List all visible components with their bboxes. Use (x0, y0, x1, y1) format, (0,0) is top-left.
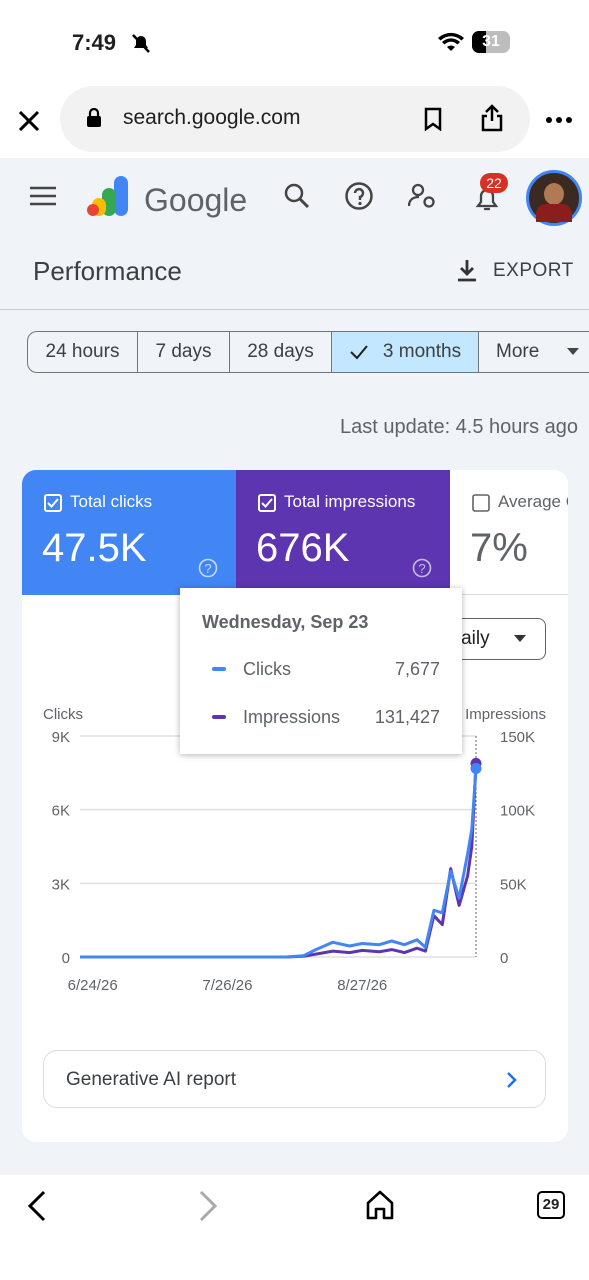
filter-chip[interactable]: 28 days (229, 331, 332, 373)
y-tick-label: 6K (52, 803, 70, 820)
export-icon (458, 260, 476, 282)
mute-icon (132, 34, 150, 53)
browser-toolbar: 29 (0, 1175, 589, 1280)
y-tick-label: 0 (62, 950, 70, 967)
y2-tick-label: 100K (500, 803, 535, 820)
search-button[interactable] (284, 183, 310, 209)
browser-bar: search.google.com (0, 80, 589, 158)
export-button[interactable]: EXPORT (493, 260, 574, 281)
filter-chip[interactable]: 7 days (137, 331, 230, 373)
logo-mark (87, 176, 128, 216)
check-icon (350, 345, 368, 360)
filter-more[interactable]: More (478, 331, 589, 373)
y2-axis-title: Impressions (465, 706, 546, 723)
tooltip: Wednesday, Sep 23 Clicks 7,677 Impressio… (180, 588, 462, 754)
svg-text:?: ? (418, 561, 425, 576)
url: search.google.com (123, 106, 301, 129)
info-icon[interactable]: ? (198, 558, 218, 578)
filter-label: More (496, 341, 540, 362)
forward-button[interactable] (197, 1189, 219, 1223)
page-title: Performance (33, 256, 182, 286)
bookmark-button[interactable] (424, 107, 442, 131)
performance-card: Total clicks 47.5K ? Total impressions 6… (22, 470, 568, 1142)
report-link[interactable]: Generative AI report (43, 1050, 546, 1108)
dropdown-arrow (567, 348, 580, 355)
help-button[interactable] (344, 181, 374, 211)
battery-level: 31 (482, 33, 500, 50)
last-update: Last update: 4.5 hours ago (340, 416, 578, 438)
metric-label: Total impressions (284, 492, 416, 511)
tooltip-value: 131,427 (374, 707, 440, 727)
filter-chip-selected[interactable]: 3 months (331, 331, 479, 373)
menu-button[interactable] (546, 116, 572, 124)
close-button[interactable] (18, 110, 40, 132)
tooltip-date: Wednesday, Sep 23 (202, 612, 369, 632)
tabs-button[interactable]: 29 (537, 1191, 565, 1219)
app-header: Google 22 Performance EXPORT (0, 158, 589, 310)
wifi-icon (438, 32, 464, 51)
status-bar: 7:49 31 (0, 0, 589, 80)
hover-point (470, 762, 482, 774)
avatar[interactable] (526, 170, 582, 226)
tooltip-swatch (212, 715, 226, 719)
y2-tick-label: 50K (500, 876, 527, 893)
metric-label: Total clicks (70, 492, 153, 511)
lock-icon (87, 108, 101, 127)
settings-button[interactable] (408, 182, 438, 210)
x-tick-label: 8/27/26 (337, 977, 387, 994)
filter-label: 3 months (382, 341, 462, 362)
dropdown-arrow (513, 635, 526, 642)
clock: 7:49 (72, 30, 117, 55)
series-line (80, 768, 478, 959)
y-axis-title: Clicks (43, 706, 83, 723)
tooltip-series: Clicks (243, 659, 291, 679)
y2-tick-label: 150K (500, 729, 535, 746)
y-tick-label: 9K (52, 729, 70, 746)
tooltip-series: Impressions (243, 707, 341, 727)
logo-text: Google (144, 182, 248, 218)
share-button[interactable] (481, 104, 503, 132)
series-line (80, 763, 478, 959)
address-bar[interactable]: search.google.com (60, 86, 530, 152)
x-tick-label: 6/24/26 (68, 977, 118, 994)
checkbox (44, 494, 62, 512)
metric-value: 7% (470, 526, 528, 570)
svg-text:?: ? (204, 561, 211, 576)
notification-badge: 22 (480, 173, 508, 193)
x-tick-label: 7/26/26 (202, 977, 252, 994)
y2-tick-label: 0 (500, 950, 508, 967)
metric-card[interactable]: Total impressions 676K ? (236, 470, 450, 595)
back-button[interactable] (26, 1189, 48, 1223)
hamburger-button[interactable] (30, 186, 56, 206)
info-icon[interactable]: ? (412, 558, 432, 578)
chevron-right (507, 1072, 517, 1088)
metric-card[interactable]: Total clicks 47.5K ? (22, 470, 236, 595)
y-tick-label: 3K (52, 876, 70, 893)
metric-label: Average CTR (498, 492, 568, 511)
battery: 31 (472, 31, 510, 53)
metric-value: 47.5K (42, 526, 147, 570)
checkbox (258, 494, 276, 512)
report-link-label: Generative AI report (66, 1069, 237, 1090)
checkbox (472, 494, 490, 512)
metric-value: 676K (256, 526, 350, 570)
tooltip-value: 7,677 (394, 659, 440, 679)
home-button[interactable] (366, 1190, 394, 1220)
tooltip-swatch (212, 667, 226, 671)
metric-card[interactable]: Average CTR 7% (450, 470, 568, 595)
